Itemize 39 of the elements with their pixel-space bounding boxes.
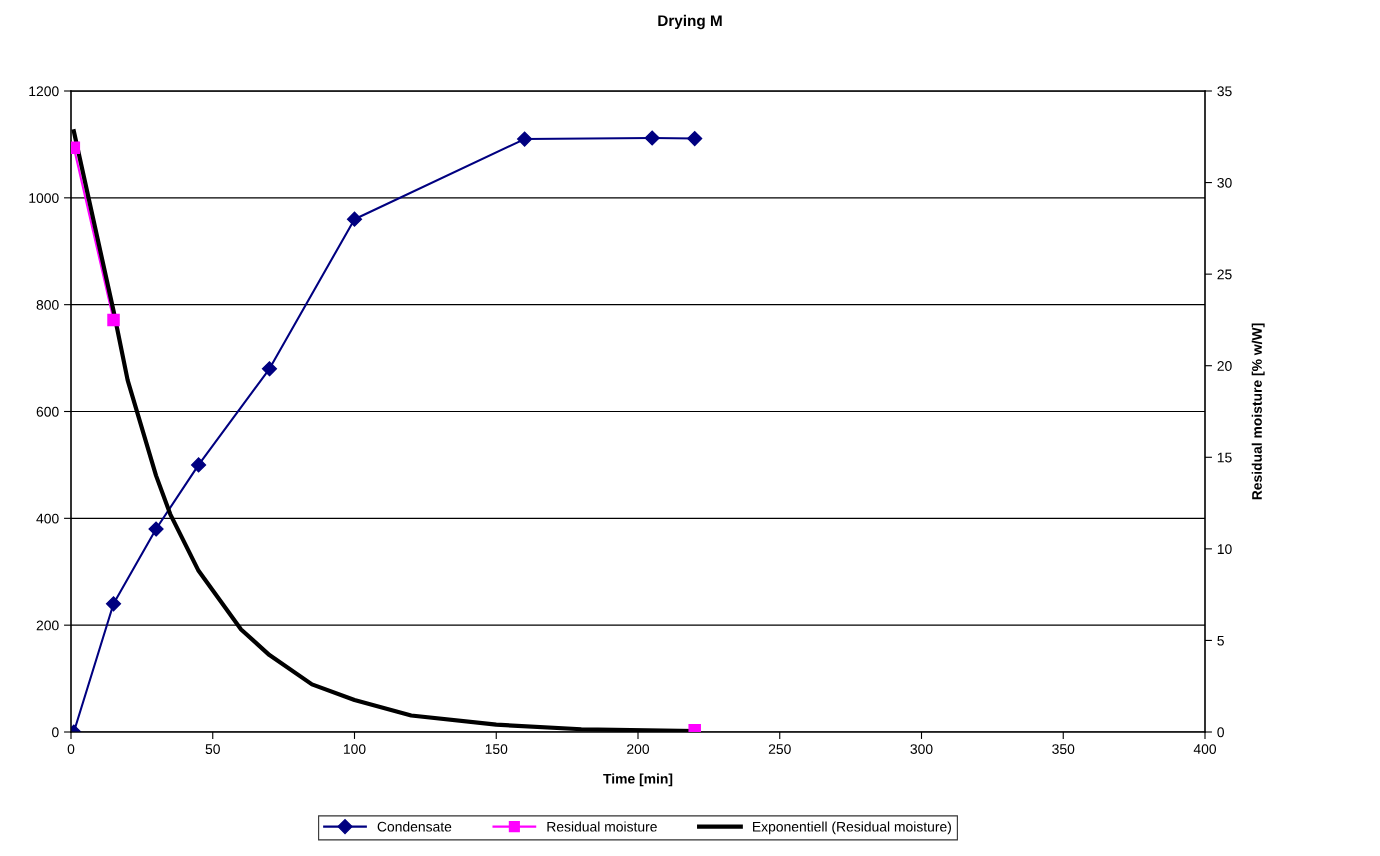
point (687, 130, 703, 147)
x-tick-label: 100 (343, 744, 366, 755)
point (105, 596, 122, 612)
point (191, 457, 207, 473)
point (346, 211, 363, 227)
legend-label: Condensate (377, 821, 452, 832)
y-tick-label: 0 (52, 727, 59, 738)
x-tick-label: 150 (485, 744, 508, 755)
x-tick-label: 300 (910, 744, 933, 755)
legend-label: Exponentiell (Residual moisture) (753, 821, 951, 835)
y2-tick-label: 10 (1217, 544, 1232, 555)
x-tick-label: 350 (1052, 744, 1075, 755)
y-tick-label: 400 (36, 513, 59, 524)
y2-tick-label: 0 (1217, 727, 1224, 738)
y2-tick-label: 15 (1217, 452, 1232, 463)
x-tick-label: 250 (768, 744, 791, 755)
x-tick-label: 200 (627, 744, 650, 755)
x-axis-title: Time [min] (603, 773, 673, 787)
y2-tick-label: 25 (1217, 269, 1232, 280)
y-tick-label: 600 (36, 406, 59, 417)
point (148, 521, 164, 537)
chart-title: Drying M (658, 14, 722, 30)
x-tick-label: 50 (205, 744, 220, 755)
x-tick-label: 400 (1193, 744, 1217, 755)
x-tick-label: 0 (67, 744, 75, 755)
y2-axis-title: Residual moisture [% w/W] (1251, 323, 1265, 500)
y2-tick-label: 5 (1217, 635, 1224, 646)
point (517, 131, 533, 147)
y-tick-label: 1000 (29, 193, 59, 203)
y-tick-label: 200 (36, 620, 59, 631)
y-tick-label: 1200 (29, 86, 59, 97)
point (644, 130, 660, 146)
y2-tick-label: 20 (1217, 361, 1232, 371)
legend-label: Residual moisture (547, 821, 657, 832)
y-tick-label: 800 (36, 300, 59, 310)
y2-tick-label: 30 (1217, 177, 1232, 188)
y2-tick-label: 35 (1217, 86, 1232, 97)
point (107, 313, 120, 327)
point (261, 361, 278, 377)
